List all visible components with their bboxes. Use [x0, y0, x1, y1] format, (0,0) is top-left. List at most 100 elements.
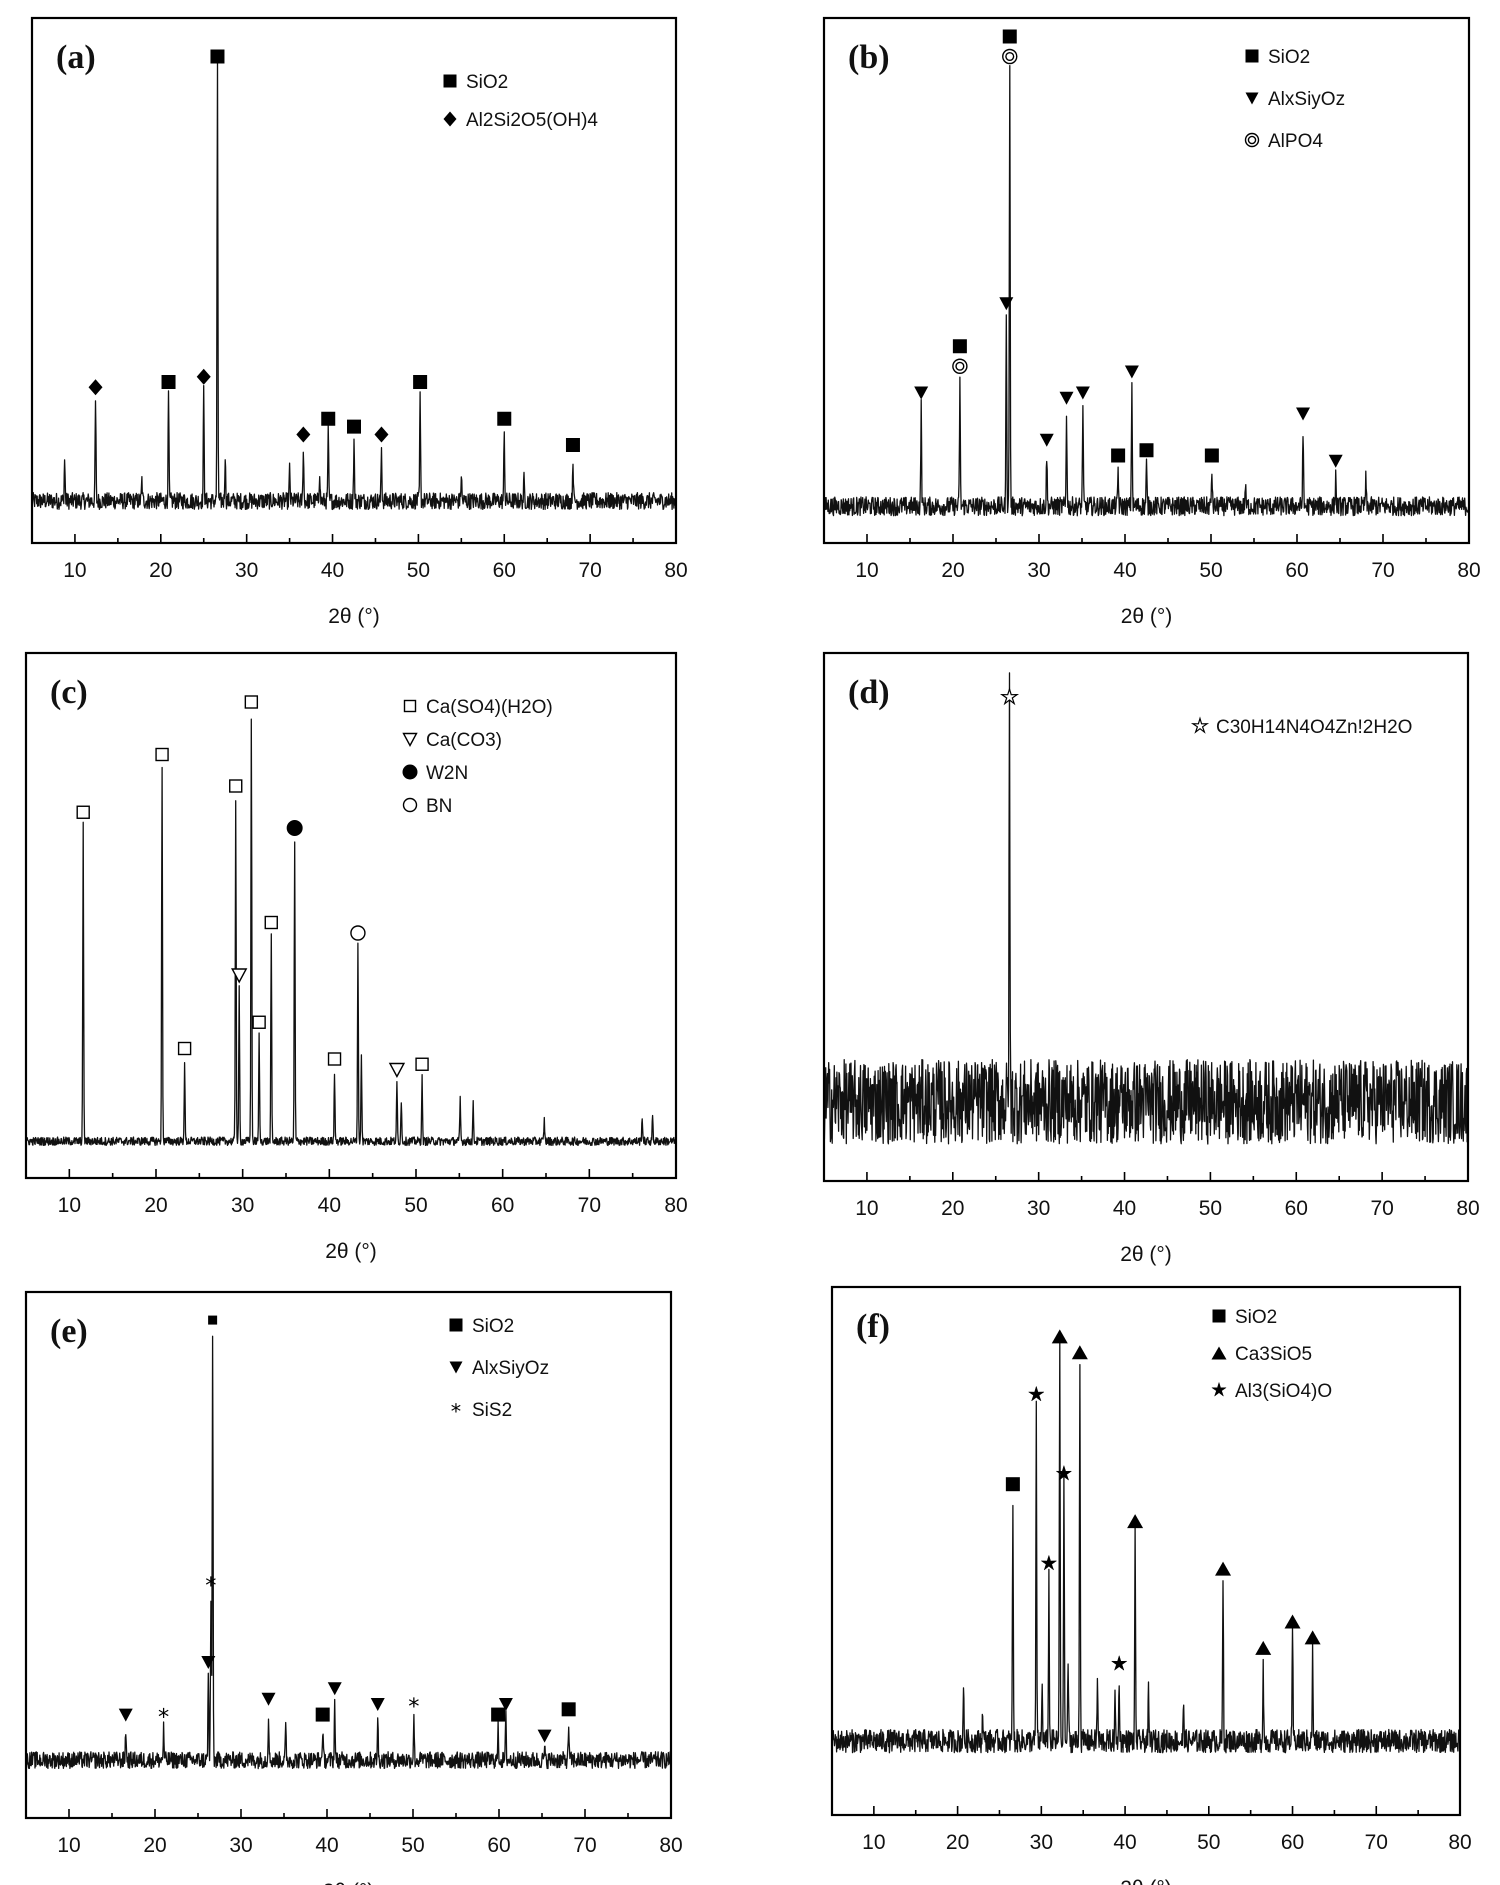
panel-label: (b) — [848, 39, 890, 76]
x-tick-label: 70 — [1370, 1197, 1393, 1220]
x-tick-label: 30 — [229, 1834, 252, 1857]
peak-marker-filled-triangle-down — [118, 1708, 133, 1722]
x-axis-label: 2θ (°) — [325, 1240, 377, 1263]
svg-text:*: * — [205, 1573, 216, 1599]
x-tick-label: 50 — [407, 559, 430, 582]
legend-marker-open-square — [403, 699, 417, 713]
peak-marker-filled-square — [413, 375, 428, 389]
peak-marker-open-star — [999, 687, 1020, 706]
legend-marker-filled-triangle-down — [449, 1361, 463, 1374]
panel-f: 10 20 30 40 50 60 70 80 2θ (°) (f) SiO2 Ca3SiO5 Al3(… — [830, 1285, 1472, 1885]
peak-marker-open-square — [252, 1015, 266, 1029]
legend-entry: Ca(SO4)(H2O) — [426, 697, 553, 718]
legend-entry: Ca3SiO5 — [1235, 1344, 1312, 1365]
svg-text:*: * — [451, 1400, 461, 1424]
peak-marker-filled-triangle-down — [498, 1698, 513, 1712]
panel-e: * * * 10 20 30 40 50 60 70 80 2θ (°) (e) SiO2 AlxSiyOz… — [24, 1290, 683, 1885]
peak-marker-open-square — [264, 915, 278, 930]
legend-entry: W2N — [426, 763, 468, 784]
x-tick-label: 30 — [231, 1194, 254, 1217]
legend-entry: SiO2 — [1268, 47, 1310, 68]
x-axis-label: 2θ (°) — [1120, 1877, 1172, 1885]
peak-marker-filled-triangle-down — [1059, 391, 1074, 405]
x-tick-label: 70 — [1365, 1831, 1388, 1854]
legend-marker-double-circle — [1244, 132, 1260, 148]
peak-marker-filled-triangle-up — [1071, 1345, 1088, 1360]
x-tick-label: 80 — [1457, 559, 1480, 582]
panel-label: (e) — [50, 1313, 88, 1350]
panel-b: 10 20 30 40 50 60 70 80 2θ (°) (b) SiO2 AlxSiyOz AlP… — [822, 16, 1481, 628]
legend-entry: Al3(SiO4)O — [1235, 1381, 1332, 1402]
peak-marker-filled-triangle-down — [914, 386, 929, 400]
panel-label: (d) — [848, 674, 890, 711]
legend-entry: AlxSiyOz — [472, 1358, 549, 1379]
panel-d: 10 20 30 40 50 60 70 80 2θ (°) (d) C30H14N4O4Zn!2H… — [822, 651, 1480, 1266]
peak-marker-filled-square — [161, 375, 176, 389]
x-tick-label: 60 — [1285, 559, 1308, 582]
plot-frame — [830, 1285, 1462, 1817]
peak-marker-filled-star — [1027, 1385, 1045, 1402]
peak-marker-filled-diamond — [196, 368, 211, 385]
x-tick-label: 60 — [493, 559, 516, 582]
panel-a: 10 20 30 40 50 60 70 80 2θ (°) (a) SiO2 Al2Si2O5(OH… — [30, 16, 688, 628]
x-tick-label: 70 — [1371, 559, 1394, 582]
legend-marker-filled-square — [449, 1318, 463, 1332]
x-tick-label: 70 — [578, 559, 601, 582]
peak-marker-filled-triangle-down — [201, 1655, 216, 1669]
legend: SiO2 Ca3SiO5 Al3(SiO4)O — [1211, 1307, 1332, 1402]
xrd-pattern-line — [831, 1339, 1461, 1754]
peak-marker-open-square — [155, 747, 169, 762]
peak-marker-filled-triangle-down — [1296, 407, 1311, 421]
peak-marker-filled-circle — [286, 820, 303, 836]
peak-marker-filled-triangle-down — [537, 1729, 552, 1743]
peak-marker-open-circle — [350, 925, 366, 941]
x-tick-label: 60 — [1285, 1197, 1308, 1220]
legend-marker-filled-star — [1211, 1381, 1227, 1397]
x-tick-label: 80 — [664, 559, 687, 582]
peak-marker-filled-square — [1005, 1477, 1020, 1492]
plot-frame — [822, 651, 1470, 1183]
peak-marker-filled-triangle-down — [327, 1682, 342, 1696]
peak-marker-filled-triangle-down — [1328, 454, 1343, 468]
legend-marker-filled-diamond — [443, 111, 457, 127]
x-tick-label: 80 — [659, 1834, 682, 1857]
peak-marker-open-square — [177, 1041, 192, 1056]
peak-marker-filled-diamond — [374, 426, 389, 443]
x-tick-label: 10 — [58, 1194, 81, 1217]
peak-marker-open-triangle-down — [388, 1062, 406, 1078]
legend-entry: Ca(CO3) — [426, 730, 502, 751]
legend-entry: BN — [426, 796, 452, 817]
peak-marker-filled-square — [565, 438, 580, 452]
x-tick-label: 40 — [1113, 1831, 1136, 1854]
peak-marker-double-circle — [1002, 48, 1018, 65]
x-axis-label: 2θ (°) — [323, 1880, 375, 1885]
legend: SiO2 Al2Si2O5(OH)4 — [443, 72, 598, 131]
peak-marker-filled-triangle-down — [1075, 386, 1090, 400]
x-tick-label: 70 — [573, 1834, 596, 1857]
peak-marker-open-triangle-down — [231, 968, 248, 984]
x-tick-label: 80 — [1456, 1197, 1479, 1220]
legend-entry: C30H14N4O4Zn!2H2O — [1216, 717, 1412, 738]
x-tick-label: 10 — [63, 559, 86, 582]
peak-marker-filled-diamond — [88, 379, 103, 396]
x-tick-label: 80 — [664, 1194, 687, 1217]
peak-marker-filled-triangle-down — [1124, 365, 1139, 379]
x-tick-label: 80 — [1448, 1831, 1471, 1854]
peak-marker-filled-square — [315, 1707, 330, 1722]
xrd-pattern-line — [25, 1335, 672, 1770]
peak-marker-filled-square — [347, 419, 361, 434]
x-tick-label: 50 — [1197, 1831, 1220, 1854]
xrd-pattern-line — [823, 64, 1470, 517]
peak-marker-filled-square — [491, 1707, 506, 1722]
legend-entry: AlxSiyOz — [1268, 89, 1345, 110]
xrd-pattern-line — [823, 672, 1469, 1145]
x-tick-label: 20 — [143, 1834, 166, 1857]
peak-marker-filled-triangle-up — [1304, 1630, 1321, 1645]
svg-text:*: * — [408, 1694, 419, 1720]
peak-marker-filled-triangle-down — [1039, 433, 1054, 447]
legend: C30H14N4O4Zn!2H2O — [1190, 716, 1412, 738]
x-tick-label: 20 — [946, 1831, 969, 1854]
x-tick-label: 40 — [1113, 1197, 1136, 1220]
legend-marker-open-circle — [402, 797, 418, 813]
peak-marker-filled-star — [1055, 1464, 1073, 1481]
